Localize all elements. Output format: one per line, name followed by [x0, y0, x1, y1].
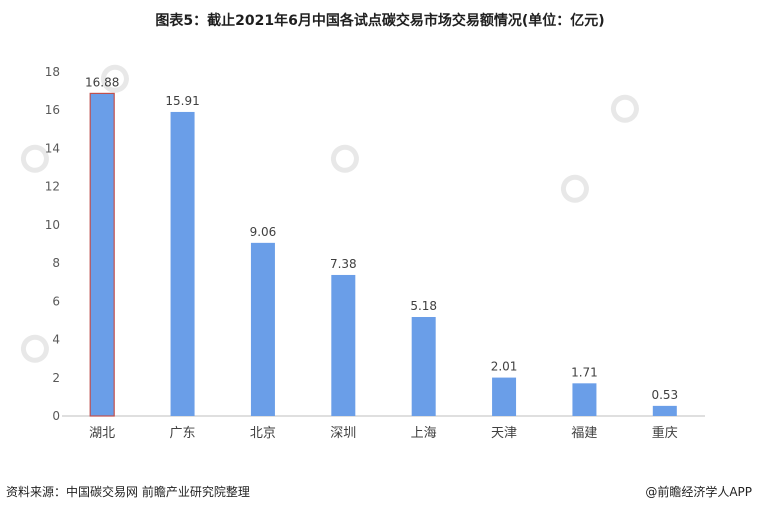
brand-credit: @前瞻经济学人APP — [645, 485, 752, 499]
chart-title: 图表5：截止2021年6月中国各试点碳交易市场交易额情况(单位：亿元) — [155, 13, 605, 29]
x-tick-label: 天津 — [491, 426, 517, 441]
bar — [492, 377, 517, 416]
y-tick-label: 0 — [52, 409, 60, 423]
bar — [652, 405, 677, 416]
x-tick-label: 北京 — [250, 426, 276, 441]
data-label: 15.91 — [165, 94, 199, 108]
y-tick-label: 6 — [52, 294, 60, 308]
data-label: 16.88 — [85, 75, 119, 89]
bar — [572, 383, 597, 416]
data-label: 9.06 — [250, 225, 277, 239]
bar — [250, 242, 275, 416]
axis-layer: 0 2 4 6 8 10 12 14 16 18 — [45, 65, 705, 423]
data-label: 0.53 — [651, 388, 678, 402]
bar — [89, 92, 115, 417]
y-tick-label: 12 — [45, 180, 60, 194]
x-tick-label: 上海 — [411, 426, 437, 441]
data-label: 7.38 — [330, 257, 357, 271]
y-tick-label: 16 — [45, 103, 60, 117]
y-tick-label: 4 — [52, 333, 60, 347]
data-label: 5.18 — [410, 299, 437, 313]
x-tick-label: 福建 — [571, 426, 597, 441]
y-tick-label: 10 — [45, 218, 60, 232]
y-tick-label: 18 — [45, 65, 60, 79]
y-tick-label: 8 — [52, 256, 60, 270]
data-label: 2.01 — [491, 360, 518, 374]
bar — [411, 317, 436, 416]
bars-layer — [89, 92, 677, 417]
x-tick-label: 湖北 — [89, 426, 115, 441]
y-tick-label: 14 — [45, 141, 60, 155]
bar — [170, 111, 195, 416]
bar — [331, 274, 356, 416]
data-label: 1.71 — [571, 365, 598, 379]
source-note: 资料来源：中国碳交易网 前瞻产业研究院整理 — [6, 485, 250, 499]
x-tick-label: 广东 — [170, 426, 196, 441]
labels-layer: 16.88 湖北 15.91 广东 9.06 北京 7.38 深圳 5.18 上海 2.01 天津 1.… — [85, 75, 678, 441]
y-tick-label: 2 — [52, 371, 60, 385]
x-tick-label: 重庆 — [652, 425, 678, 441]
x-tick-label: 深圳 — [330, 426, 356, 441]
